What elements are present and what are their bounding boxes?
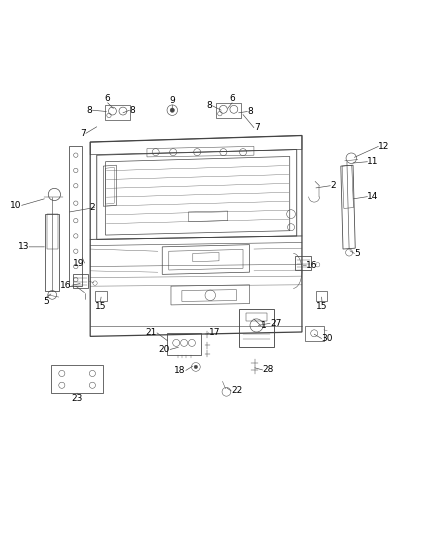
Text: 1: 1	[261, 321, 266, 330]
Text: 15: 15	[316, 302, 328, 311]
Text: 30: 30	[321, 334, 333, 343]
Text: 6: 6	[229, 94, 235, 103]
Text: 14: 14	[367, 192, 379, 201]
Text: 15: 15	[95, 302, 106, 311]
Text: 5: 5	[354, 249, 360, 258]
Text: 7: 7	[254, 123, 260, 132]
Text: 8: 8	[130, 106, 135, 115]
Text: 13: 13	[18, 243, 29, 252]
Text: 20: 20	[159, 345, 170, 354]
Text: 22: 22	[231, 386, 243, 395]
Text: 16: 16	[306, 261, 318, 270]
Text: 28: 28	[263, 366, 274, 375]
Text: 8: 8	[247, 107, 253, 116]
Text: 21: 21	[145, 328, 157, 337]
Text: 2: 2	[89, 203, 95, 212]
Text: 11: 11	[367, 157, 379, 166]
Text: 19: 19	[73, 259, 85, 268]
Text: 2: 2	[330, 181, 336, 190]
Text: 18: 18	[174, 366, 186, 375]
Text: 5: 5	[44, 297, 49, 306]
Text: 10: 10	[10, 201, 21, 210]
Circle shape	[170, 108, 174, 112]
Circle shape	[194, 365, 198, 369]
Text: 12: 12	[378, 142, 390, 151]
Text: 16: 16	[60, 281, 72, 290]
Text: 9: 9	[170, 96, 175, 105]
Text: 7: 7	[80, 129, 86, 138]
Text: 8: 8	[207, 101, 212, 110]
Text: 27: 27	[270, 319, 282, 328]
Text: 8: 8	[87, 106, 92, 115]
Text: 6: 6	[105, 94, 110, 103]
Text: 23: 23	[71, 394, 83, 403]
Text: 17: 17	[208, 328, 220, 337]
